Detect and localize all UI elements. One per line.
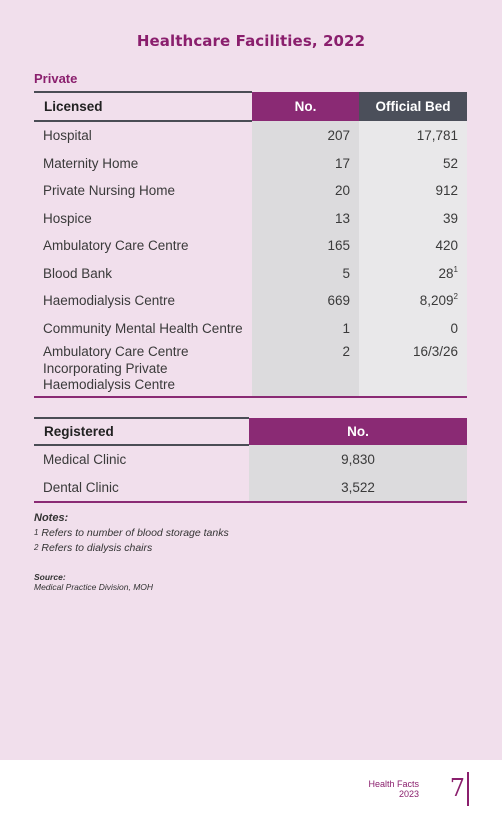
facility-name: Private Nursing Home [43, 183, 176, 199]
facility-count: 13 [252, 204, 359, 232]
clinic-name: Medical Clinic [43, 452, 127, 468]
source-title: Source: [34, 572, 66, 582]
facility-beds: 16/3/26 [359, 342, 467, 398]
table-row: Maternity Home 17 52 [34, 149, 467, 177]
table-row: Hospital 207 17,781 [34, 121, 467, 150]
facility-count: 17 [252, 149, 359, 177]
footnote-marker: 2 [453, 292, 458, 302]
facility-count: 669 [252, 287, 359, 315]
facility-name: Blood Bank [43, 265, 113, 281]
facility-beds: 39 [359, 204, 467, 232]
table-row: Ambulatory Care Centre 165 420 [34, 232, 467, 260]
note-item: 2 Refers to dialysis chairs [34, 542, 153, 554]
footnote-marker: 1 [453, 264, 458, 274]
table-row: Ambulatory Care Centre Incorporating Pri… [34, 342, 467, 398]
licensed-header-bed: Official Bed [359, 92, 467, 121]
page-title: Healthcare Facilities, 2022 [136, 32, 366, 50]
notes: Notes: 1 Refers to number of blood stora… [34, 512, 229, 556]
table-row: Dental Clinic 3,522 [34, 473, 467, 503]
facility-name: Ambulatory Care Centre Incorporating Pri… [34, 342, 252, 398]
source-text: Medical Practice Division, MOH [34, 582, 154, 592]
facility-beds: 52 [359, 149, 467, 177]
clinic-count: 3,522 [249, 473, 467, 503]
table-row: Blood Bank 5 281 [34, 259, 467, 287]
facility-beds: 0 [359, 314, 467, 342]
facility-beds: 420 [359, 232, 467, 260]
section-label-private: Private [34, 71, 78, 86]
facility-beds: 281 [359, 259, 467, 287]
licensed-header-label: Licensed [34, 91, 252, 122]
table-row: Community Mental Health Centre 1 0 [34, 314, 467, 342]
table-row: Private Nursing Home 20 912 [34, 177, 467, 205]
facility-name: Hospice [43, 210, 92, 226]
clinic-name: Dental Clinic [34, 473, 249, 503]
licensed-header-no: No. [252, 92, 359, 121]
facility-count: 20 [252, 177, 359, 205]
clinic-count: 9,830 [249, 445, 467, 474]
table-row: Haemodialysis Centre 669 8,2092 [34, 287, 467, 315]
page-number-bar [467, 772, 469, 806]
table-row: Hospice 13 39 [34, 204, 467, 232]
facility-beds: 8,2092 [359, 287, 467, 315]
page-number: 7 [449, 774, 465, 802]
note-item: 1 Refers to number of blood storage tank… [34, 527, 229, 539]
notes-title: Notes: [34, 512, 69, 524]
facility-count: 5 [252, 259, 359, 287]
registered-table: Registered No. Medical Clinic 9,830 Dent… [34, 417, 467, 503]
facility-count: 1 [252, 314, 359, 342]
footer-publication: Health Facts 2023 [368, 779, 419, 799]
facility-count: 207 [252, 121, 359, 150]
table-row: Medical Clinic 9,830 [34, 445, 467, 474]
facility-name: Hospital [43, 128, 92, 144]
facility-beds: 912 [359, 177, 467, 205]
facility-name: Ambulatory Care Centre [43, 238, 189, 254]
licensed-table: Licensed No. Official Bed Hospital 207 1… [34, 91, 467, 398]
facility-beds: 17,781 [359, 121, 467, 150]
facility-name: Maternity Home [43, 155, 139, 171]
registered-header-label: Registered [34, 417, 249, 446]
facility-count: 165 [252, 232, 359, 260]
licensed-header-row: Licensed No. Official Bed [34, 91, 467, 122]
registered-header-no: No. [249, 418, 467, 445]
facility-name: Community Mental Health Centre [43, 320, 243, 336]
facility-count: 2 [252, 342, 359, 398]
facility-name: Haemodialysis Centre [43, 293, 176, 309]
source: Source: Medical Practice Division, MOH [34, 572, 153, 592]
registered-header-row: Registered No. [34, 417, 467, 446]
